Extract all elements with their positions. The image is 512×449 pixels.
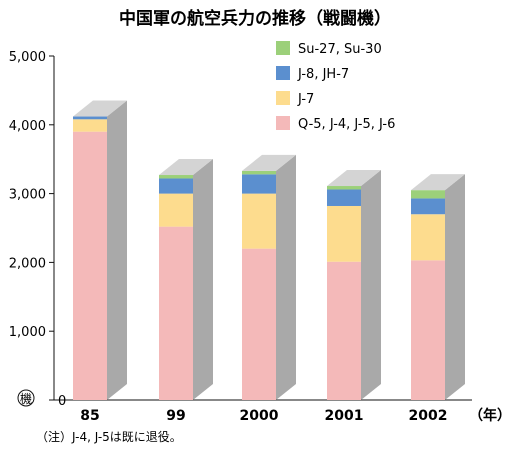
bar-top-face	[327, 170, 381, 187]
y-tick-label: 4,000	[9, 119, 46, 134]
legend-entry: J-8, JH-7	[297, 67, 349, 82]
bar-top-face	[159, 159, 213, 176]
bar-segment	[159, 226, 193, 400]
bar-segment	[242, 170, 276, 175]
legend-entry: J-7	[297, 92, 314, 107]
x-category-label: 2001	[325, 408, 364, 424]
legend-entry: Q-5, J-4, J-5, J-6	[298, 117, 395, 132]
bar-segment	[242, 193, 276, 249]
y-tick-label: 0	[58, 394, 66, 409]
bar-segment	[73, 131, 107, 400]
bar-segment	[327, 189, 361, 206]
bar-segment	[73, 116, 107, 120]
chart-title: 中国軍の航空兵力の推移（戦闘機）	[119, 8, 391, 29]
bar-top-face	[73, 100, 127, 117]
legend-entry: Su-27, Su-30	[298, 42, 382, 57]
y-tick-label: 2,000	[9, 256, 46, 271]
bar-segment	[411, 260, 445, 400]
legend-swatch	[276, 41, 290, 55]
bar-side-face	[107, 100, 127, 400]
bar-segment	[159, 178, 193, 194]
y-axis-ticks: 1,000 2,000 3,000 4,000 5,000 0	[9, 50, 472, 409]
bar-segment	[411, 198, 445, 215]
y-unit-label: 機	[20, 391, 32, 406]
bar-side-face	[445, 174, 465, 400]
bar-segment	[327, 261, 361, 400]
bar-segment	[411, 190, 445, 199]
x-category-label: 2000	[240, 408, 279, 424]
y-tick-label: 5,000	[9, 50, 46, 65]
bar-segment	[327, 205, 361, 262]
bar-segment	[73, 119, 107, 132]
footnote: （注）J-4, J-5は既に退役。	[36, 429, 182, 444]
bar-top-face	[242, 154, 296, 171]
bar-segment	[411, 214, 445, 261]
bar-side-face	[361, 170, 381, 400]
x-unit-label: （年）	[469, 407, 511, 424]
y-tick-label: 1,000	[9, 325, 46, 340]
bar-group	[73, 100, 465, 400]
x-axis-labels: 85 99 2000 2001 2002	[80, 408, 447, 424]
bar-segment	[327, 186, 361, 190]
x-category-label: 2002	[409, 408, 448, 424]
x-category-label: 85	[80, 408, 99, 424]
legend-swatch	[276, 66, 290, 80]
bar-side-face	[276, 154, 296, 400]
bar-segment	[159, 175, 193, 179]
bar-segment	[242, 248, 276, 400]
legend-swatch	[276, 116, 290, 130]
legend-swatch	[276, 91, 290, 105]
bar-segment	[159, 193, 193, 227]
legend: Su-27, Su-30 J-8, JH-7 J-7 Q-5, J-4, J-5, J…	[276, 41, 395, 132]
x-category-label: 99	[166, 408, 185, 424]
y-tick-label: 3,000	[9, 188, 46, 203]
bar-top-face	[411, 174, 465, 191]
y-unit-circle	[17, 389, 35, 407]
bar-segment	[242, 174, 276, 194]
bar-side-face	[193, 159, 213, 400]
